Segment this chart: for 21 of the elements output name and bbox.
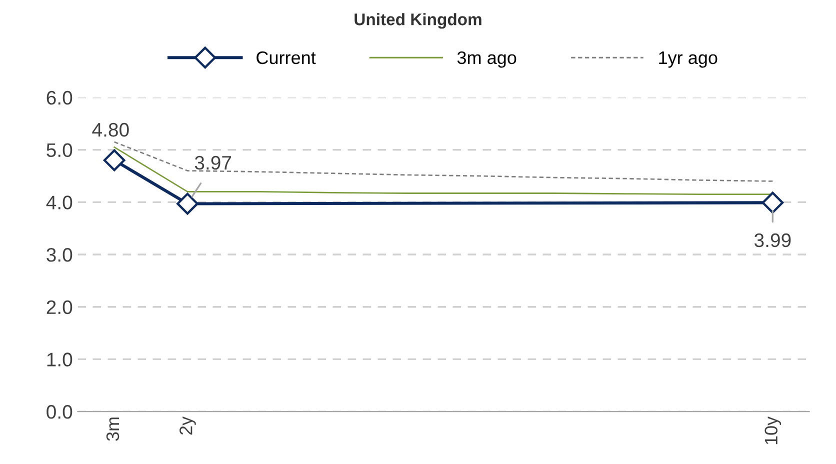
x-tick-label: 3m bbox=[106, 418, 120, 441]
x-tick-label: 2y bbox=[180, 416, 196, 435]
point bbox=[762, 192, 784, 214]
y-tick-label: 0.0 bbox=[46, 405, 72, 419]
chart-title: United Kingdom bbox=[354, 13, 482, 29]
y-tick-label: 3.0 bbox=[46, 248, 72, 262]
y-tick-label: 4.0 bbox=[46, 196, 72, 210]
legend-label: Current bbox=[256, 51, 316, 64]
point bbox=[103, 149, 126, 172]
line-series bbox=[114, 141, 774, 182]
annotation: 3.97 bbox=[194, 156, 232, 170]
legend-label: 1yr ago bbox=[659, 52, 718, 68]
annotation: 3.99 bbox=[754, 233, 791, 248]
y-tick-label: 1.0 bbox=[47, 352, 72, 366]
y-tick-label: 5.0 bbox=[46, 143, 72, 158]
annotation: 4.80 bbox=[92, 122, 129, 137]
legend-label: 3m ago bbox=[457, 51, 516, 68]
y-tick-label: 2.0 bbox=[46, 300, 72, 314]
point bbox=[176, 192, 198, 215]
y-tick-label: 6.0 bbox=[46, 90, 72, 105]
x-tick-label: 10y bbox=[764, 416, 782, 444]
